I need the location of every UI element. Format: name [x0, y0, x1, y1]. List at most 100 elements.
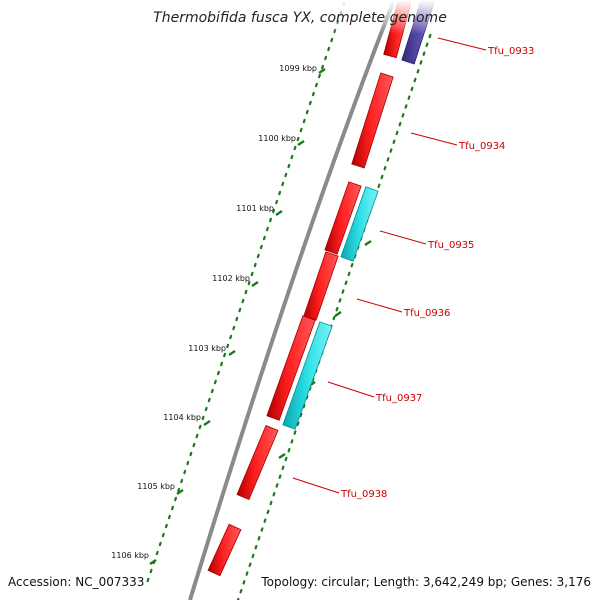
- track-dot: [272, 492, 276, 497]
- tick-label: 1105 kbp: [137, 482, 175, 491]
- track-dot: [324, 55, 328, 61]
- track-dot: [180, 478, 184, 484]
- track-dot: [302, 118, 306, 124]
- label-leader-line: [356, 298, 403, 313]
- track-dot: [344, 280, 348, 285]
- genome-backbone-arc: [188, 0, 396, 600]
- track-dot: [265, 226, 269, 232]
- track-dot: [171, 505, 174, 511]
- track-dot: [257, 536, 261, 541]
- track-dot: [278, 474, 282, 479]
- track-dot: [275, 199, 279, 205]
- track-dot: [229, 334, 233, 340]
- track-dot: [410, 86, 414, 92]
- track-dot: [269, 217, 272, 223]
- track-dot: [305, 109, 309, 115]
- tick-label: 1101 kbp: [236, 204, 274, 213]
- track-dot: [235, 316, 239, 322]
- track-dot: [254, 544, 258, 550]
- label-leader-line: [292, 477, 340, 494]
- track-dot: [416, 69, 420, 74]
- cds-feature-forward: [266, 315, 316, 421]
- track-dot: [256, 253, 260, 259]
- track-dot: [332, 315, 336, 321]
- track-dot: [272, 208, 276, 214]
- track-dot: [386, 157, 390, 162]
- track-dot: [428, 33, 432, 39]
- track-dot: [299, 412, 303, 418]
- track-dot: [247, 280, 251, 286]
- track-dot: [146, 577, 150, 583]
- track-dot: [422, 51, 426, 56]
- track-dot: [244, 289, 248, 295]
- track-dot: [149, 568, 153, 574]
- track-dot: [269, 500, 273, 506]
- cds-feature-forward: [351, 72, 394, 169]
- gene-label: Tfu_0933: [487, 46, 534, 57]
- track-dot: [253, 262, 257, 268]
- position-tick: [176, 489, 184, 495]
- track-dot: [232, 325, 236, 331]
- tick-label: 1104 kbp: [163, 413, 201, 422]
- position-tick-marks: [149, 68, 372, 565]
- track-dot: [281, 465, 285, 471]
- track-dot: [201, 415, 205, 421]
- track-dot: [186, 460, 190, 466]
- track-dot: [293, 430, 297, 435]
- track-dot: [275, 483, 279, 488]
- track-dot: [281, 181, 285, 187]
- position-tick: [334, 311, 342, 317]
- track-dot: [392, 139, 396, 144]
- label-leader-line: [437, 37, 487, 51]
- position-tick: [203, 420, 211, 426]
- track-dot: [425, 42, 429, 48]
- track-dot: [383, 165, 387, 171]
- track-dot: [155, 550, 159, 556]
- track-dot: [287, 447, 291, 453]
- track-dot: [293, 145, 297, 151]
- track-dot: [290, 439, 294, 444]
- tick-label: 1106 kbp: [111, 551, 149, 560]
- accession-text: Accession: NC_007333: [8, 575, 144, 589]
- track-dot: [174, 496, 178, 502]
- label-leader-line: [327, 381, 375, 398]
- track-dot: [296, 421, 300, 426]
- track-dot: [327, 46, 331, 52]
- tick-label: 1102 kbp: [212, 274, 250, 283]
- track-dot: [198, 424, 202, 430]
- track-dot: [210, 388, 214, 394]
- position-tick: [228, 350, 236, 356]
- track-dot: [395, 130, 399, 136]
- label-leader-line: [379, 230, 427, 245]
- track-dot: [242, 580, 246, 585]
- track-dot: [260, 527, 264, 532]
- track-dot: [183, 469, 187, 475]
- track-dot: [321, 64, 325, 70]
- track-dot: [296, 136, 300, 142]
- track-dot: [311, 91, 315, 97]
- track-dot: [407, 95, 411, 100]
- track-dot: [167, 514, 171, 520]
- position-tick: [251, 281, 259, 287]
- track-dot: [223, 352, 227, 358]
- gene-label: Tfu_0936: [403, 308, 450, 319]
- track-dot: [350, 262, 354, 268]
- track-dot: [248, 562, 252, 567]
- track-dot: [250, 271, 254, 277]
- track-dot: [287, 163, 291, 169]
- track-dot: [308, 100, 312, 106]
- cds-feature-reverse: [282, 321, 333, 430]
- track-dot: [263, 518, 267, 523]
- track-dot: [284, 172, 288, 178]
- position-labels: 1099 kbp 1100 kbp 1101 kbp 1102 kbp 1103…: [111, 64, 317, 560]
- gene-label: Tfu_0937: [375, 393, 422, 404]
- position-tick: [149, 559, 157, 565]
- position-tick: [318, 68, 326, 74]
- track-dot: [401, 113, 405, 118]
- track-dot: [251, 553, 255, 559]
- track-dot: [161, 532, 165, 538]
- position-tick: [364, 240, 372, 246]
- track-dot: [404, 104, 408, 109]
- track-dot: [245, 571, 249, 576]
